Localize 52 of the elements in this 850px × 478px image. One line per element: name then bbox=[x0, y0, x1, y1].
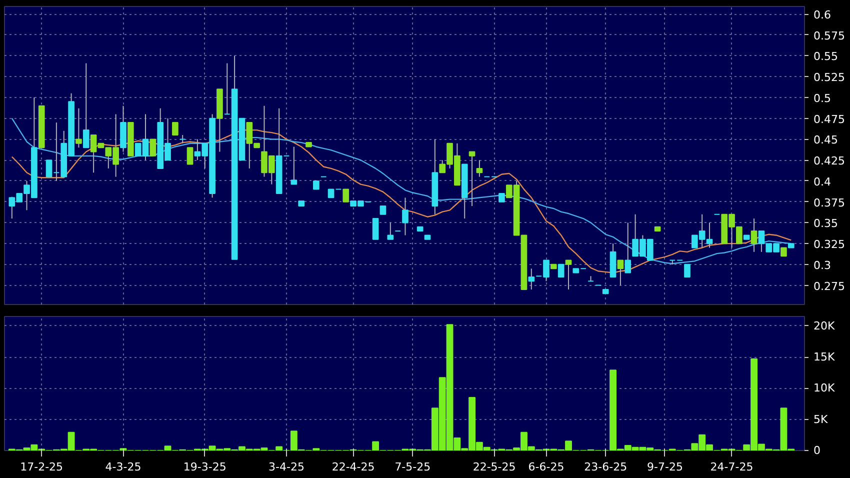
candlestick bbox=[372, 218, 379, 240]
candlestick bbox=[46, 160, 52, 178]
x-tick-label: 7-5-25 bbox=[394, 460, 431, 474]
x-tick-label: 4-3-25 bbox=[105, 460, 142, 474]
candlestick bbox=[558, 264, 564, 278]
y-tick-label: 10K bbox=[814, 382, 836, 395]
candlestick bbox=[624, 222, 632, 274]
candlestick bbox=[342, 188, 350, 202]
x-tick-label: 9-7-25 bbox=[647, 460, 683, 474]
x-tick-label: 17-2-25 bbox=[20, 460, 64, 474]
y-tick-label: 0.475 bbox=[814, 112, 845, 126]
x-tick-label: 24-7-25 bbox=[710, 460, 754, 474]
candlestick bbox=[186, 147, 194, 165]
y-tick-label: 0.375 bbox=[814, 196, 845, 210]
candlestick bbox=[476, 160, 483, 178]
candlestick bbox=[387, 222, 394, 240]
candlestick bbox=[468, 151, 476, 206]
y-tick-label: 0.525 bbox=[814, 71, 845, 84]
candlestick bbox=[172, 122, 178, 136]
candlestick bbox=[82, 62, 90, 148]
y-tick-label: 0.6 bbox=[814, 8, 831, 22]
y-tick-label: 0.575 bbox=[814, 29, 845, 42]
y-tick-label: 0.325 bbox=[814, 238, 845, 252]
y-tick-label: 5K bbox=[814, 412, 828, 426]
candlestick bbox=[290, 146, 298, 185]
x-tick-label: 19-3-25 bbox=[183, 460, 226, 474]
y-tick-label: 0.55 bbox=[814, 50, 838, 64]
y-tick-label: 0.4 bbox=[814, 175, 831, 188]
candlestick bbox=[617, 260, 624, 286]
y-tick-label: 0.5 bbox=[814, 92, 831, 105]
candlestick bbox=[565, 260, 572, 290]
candlestick bbox=[402, 197, 408, 236]
x-tick-label: 22-5-25 bbox=[472, 460, 516, 474]
candlestick bbox=[179, 134, 186, 144]
x-tick-label: 3-4-25 bbox=[268, 460, 304, 474]
candlestick bbox=[588, 276, 594, 282]
y-tick-label: 15K bbox=[814, 350, 836, 364]
x-tick-label: 23-6-25 bbox=[584, 460, 628, 474]
y-tick-label: 0.3 bbox=[814, 258, 831, 272]
candlestick bbox=[76, 108, 82, 148]
y-tick-label: 0.35 bbox=[814, 217, 838, 230]
y-tick-label: 0.45 bbox=[814, 134, 838, 147]
y-tick-label: 20K bbox=[814, 319, 836, 332]
candlestick bbox=[750, 218, 758, 252]
y-tick-label: 0.275 bbox=[814, 280, 845, 293]
candlestick bbox=[684, 264, 690, 278]
candlestick bbox=[150, 138, 156, 156]
x-tick-label: 6-6-25 bbox=[528, 460, 564, 474]
y-tick-label: 0.425 bbox=[814, 154, 845, 168]
y-tick-label: 0 bbox=[814, 444, 820, 457]
x-tick-label: 22-4-25 bbox=[332, 460, 375, 474]
candlestick bbox=[528, 268, 535, 290]
